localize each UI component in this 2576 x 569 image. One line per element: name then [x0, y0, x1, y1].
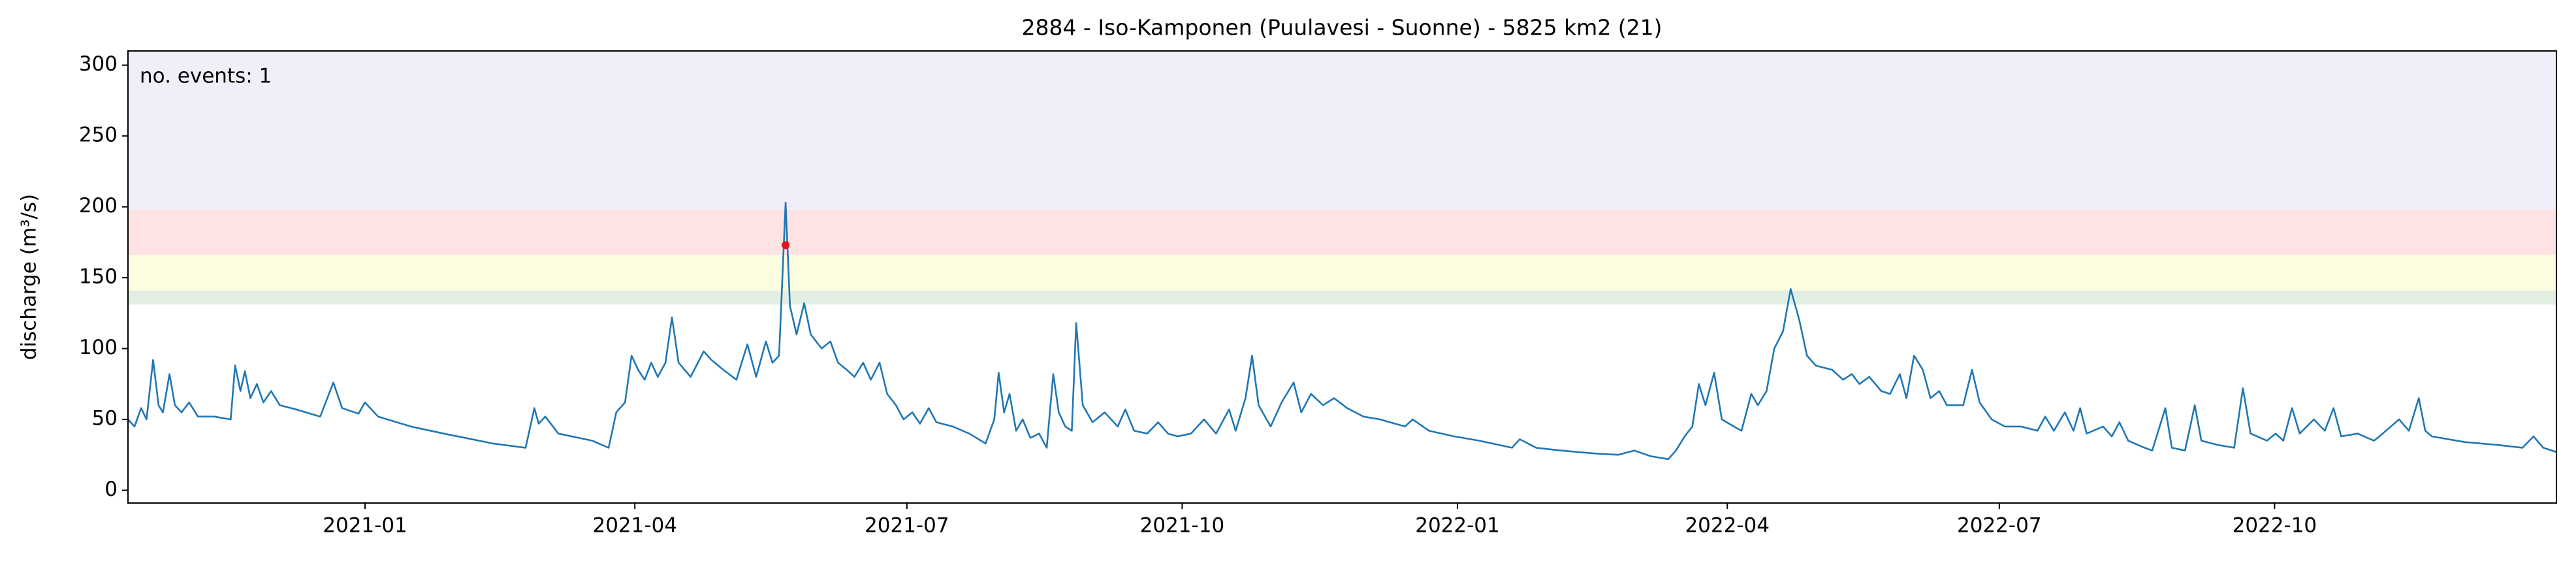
threshold-band: [128, 290, 2556, 305]
x-tick-label: 2022-10: [2233, 514, 2317, 538]
y-tick-label: 300: [79, 52, 118, 76]
y-tick-label: 50: [92, 407, 118, 431]
x-tick-label: 2022-07: [1957, 514, 2042, 538]
y-tick-label: 200: [79, 194, 118, 218]
y-tick-label: 250: [79, 123, 118, 147]
x-tick-label: 2021-01: [323, 514, 407, 538]
y-tick-label: 100: [79, 336, 118, 359]
y-tick-label: 0: [104, 478, 118, 501]
discharge-line: [127, 201, 2557, 461]
axes-frame: [127, 50, 2557, 504]
x-tick-label: 2022-01: [1415, 514, 1500, 538]
y-tick-label: 150: [79, 265, 118, 289]
event-marker: [782, 241, 790, 250]
x-tick-label: 2021-04: [592, 514, 677, 538]
threshold-band: [128, 209, 2556, 255]
chart-title: 2884 - Iso-Kamponen (Puulavesi - Suonne)…: [1021, 15, 1662, 41]
threshold-band: [128, 51, 2556, 210]
threshold-band: [128, 255, 2556, 291]
x-tick-label: 2022-04: [1685, 514, 1770, 538]
annotation: no. events: 1: [140, 65, 272, 88]
x-tick-label: 2021-07: [865, 514, 949, 538]
y-axis-label: discharge (m³/s): [18, 194, 41, 360]
x-tick-label: 2021-10: [1140, 514, 1225, 538]
